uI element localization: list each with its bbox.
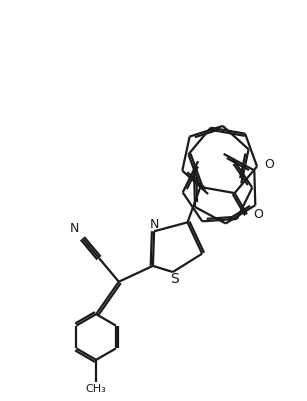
Text: O: O xyxy=(264,158,274,171)
Text: CH₃: CH₃ xyxy=(86,384,107,394)
Text: O: O xyxy=(253,208,263,221)
Text: N: N xyxy=(70,222,79,235)
Text: N: N xyxy=(150,218,159,231)
Text: S: S xyxy=(170,272,179,286)
